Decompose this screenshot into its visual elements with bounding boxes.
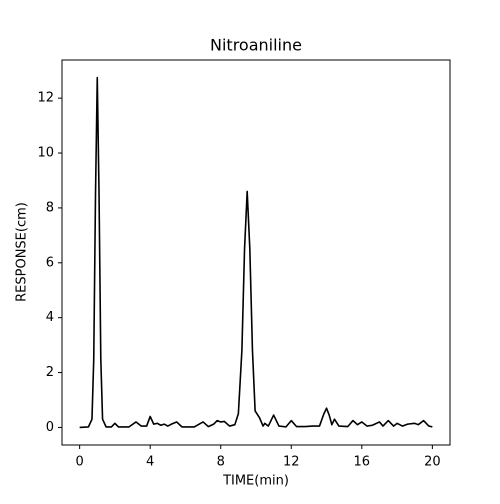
x-tick-label: 20 bbox=[424, 455, 441, 470]
x-tick-label: 12 bbox=[283, 455, 300, 470]
x-tick-label: 8 bbox=[217, 455, 225, 470]
x-axis-label: TIME(min) bbox=[222, 474, 289, 489]
y-tick-label: 8 bbox=[46, 200, 54, 215]
plot-frame bbox=[61, 59, 451, 446]
y-tick-label: 6 bbox=[46, 255, 54, 270]
y-tick-label: 2 bbox=[46, 365, 54, 380]
y-tick-label: 10 bbox=[37, 146, 54, 161]
y-tick-label: 0 bbox=[46, 420, 54, 435]
y-axis-label: RESPONSE(cm) bbox=[15, 202, 30, 302]
data-line bbox=[79, 76, 433, 429]
chart-title: Nitroaniline bbox=[210, 36, 302, 55]
y-tick-label: 4 bbox=[46, 310, 54, 325]
x-tick-label: 0 bbox=[75, 455, 83, 470]
x-tick-label: 4 bbox=[146, 455, 154, 470]
x-tick-label: 16 bbox=[354, 455, 371, 470]
y-tick-label: 12 bbox=[37, 91, 54, 106]
